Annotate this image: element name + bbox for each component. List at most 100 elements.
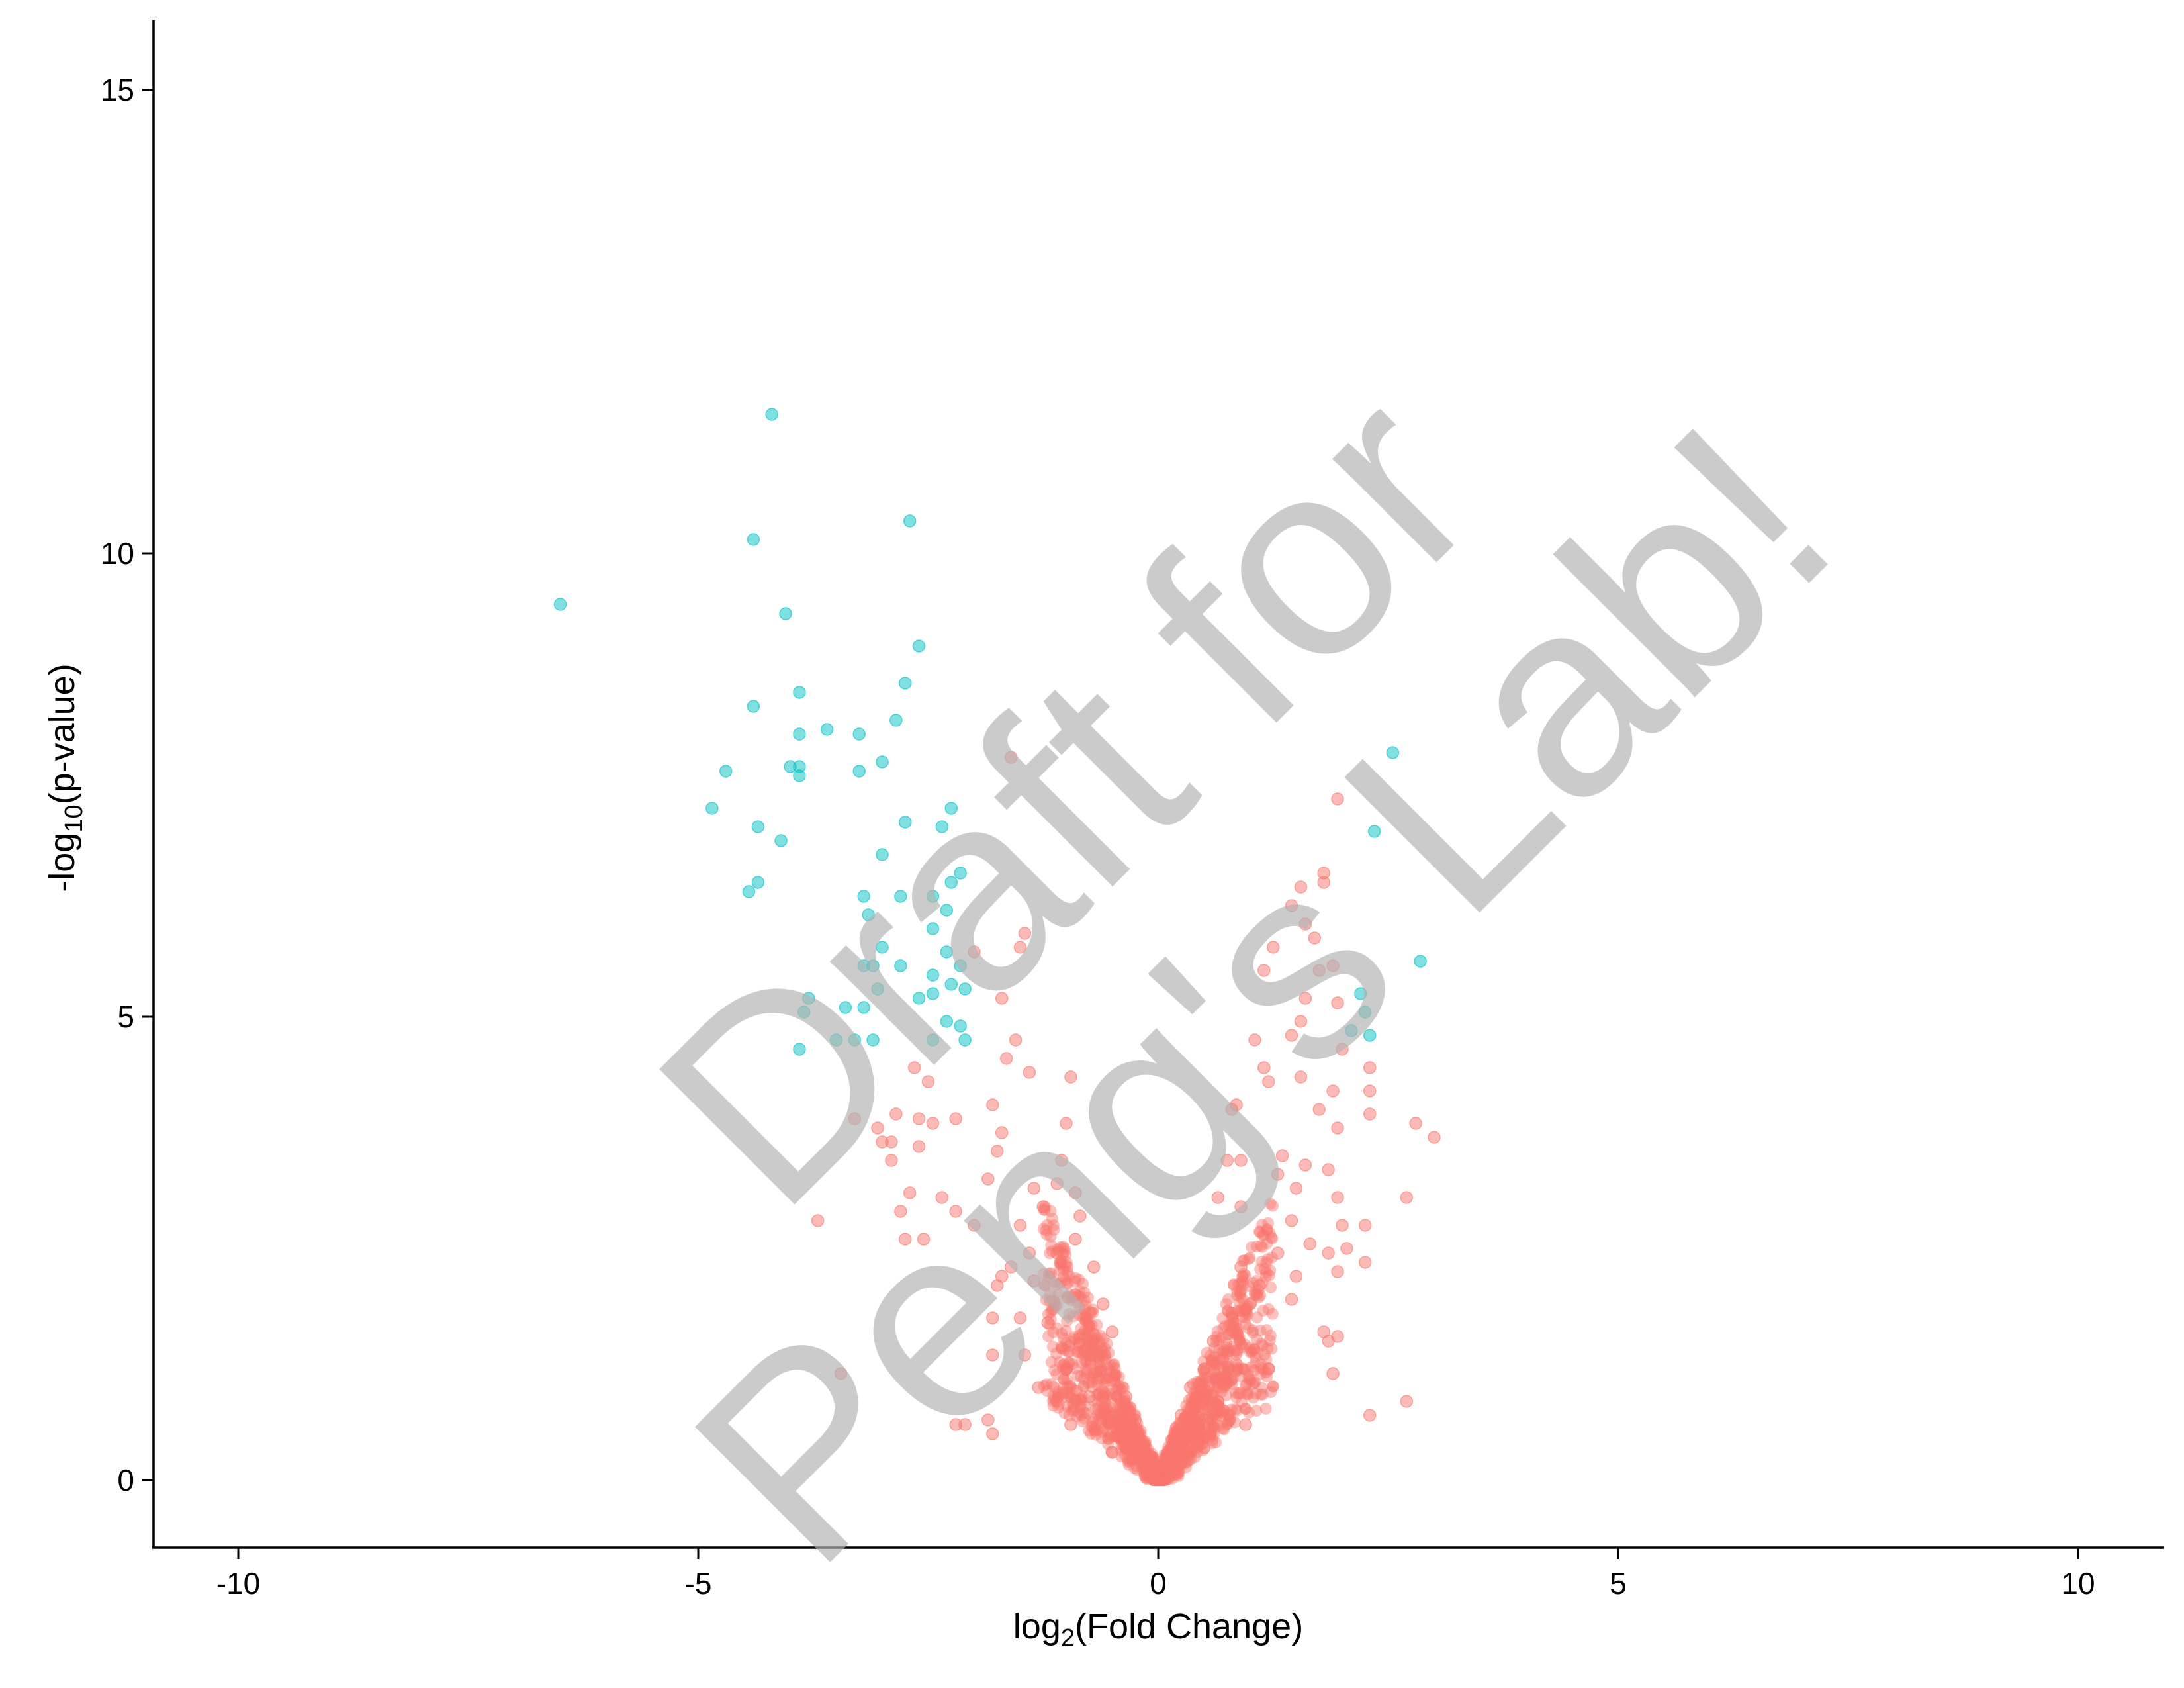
cloud-point bbox=[1184, 1453, 1197, 1466]
cloud-point bbox=[1208, 1421, 1221, 1434]
cloud-point bbox=[1166, 1472, 1179, 1485]
cloud-point bbox=[1163, 1457, 1176, 1470]
cloud-point bbox=[1091, 1403, 1104, 1415]
cloud-point bbox=[1232, 1362, 1244, 1374]
cloud-point bbox=[1188, 1403, 1201, 1415]
cloud-point bbox=[1099, 1348, 1112, 1361]
cloud-point bbox=[1205, 1406, 1217, 1419]
cloud-point bbox=[1144, 1456, 1156, 1468]
cloud-point bbox=[1242, 1368, 1255, 1381]
cloud-point bbox=[1128, 1432, 1141, 1444]
cloud-point bbox=[1153, 1473, 1165, 1485]
data-point bbox=[1013, 941, 1027, 954]
cloud-point bbox=[1240, 1269, 1252, 1282]
cloud-point bbox=[1153, 1469, 1165, 1481]
cloud-point bbox=[1083, 1336, 1095, 1349]
data-point bbox=[1409, 1117, 1422, 1130]
cloud-point bbox=[1227, 1278, 1240, 1291]
cloud-point bbox=[1075, 1323, 1087, 1335]
cloud-point bbox=[1168, 1432, 1181, 1445]
cloud-point bbox=[1042, 1308, 1054, 1321]
cloud-point bbox=[1216, 1407, 1228, 1419]
cloud-point bbox=[1141, 1461, 1154, 1474]
cloud-point bbox=[1163, 1465, 1175, 1477]
cloud-point bbox=[1081, 1365, 1093, 1378]
cloud-point bbox=[1195, 1384, 1207, 1397]
data-point bbox=[1262, 1362, 1275, 1376]
data-point bbox=[1331, 1191, 1344, 1204]
cloud-point bbox=[1165, 1434, 1177, 1446]
data-point bbox=[940, 1015, 954, 1028]
y-tick-label: 5 bbox=[117, 1000, 134, 1034]
cloud-point bbox=[1104, 1430, 1116, 1442]
cloud-point bbox=[1194, 1389, 1206, 1402]
cloud-point bbox=[1064, 1335, 1077, 1348]
data-point bbox=[1298, 1158, 1312, 1172]
cloud-point bbox=[1165, 1440, 1177, 1452]
cloud-point bbox=[1166, 1450, 1179, 1463]
cloud-point bbox=[1164, 1456, 1177, 1468]
cloud-point bbox=[1131, 1417, 1144, 1429]
cloud-point bbox=[1088, 1333, 1101, 1346]
cloud-point bbox=[1093, 1387, 1105, 1400]
cloud-point bbox=[1060, 1259, 1072, 1272]
cloud-point bbox=[1148, 1474, 1160, 1486]
cloud-point bbox=[1265, 1342, 1278, 1355]
cloud-point bbox=[1167, 1436, 1179, 1449]
cloud-point bbox=[1208, 1393, 1220, 1405]
data-point bbox=[876, 1135, 889, 1149]
data-point bbox=[1363, 1084, 1377, 1098]
data-point bbox=[1105, 1446, 1119, 1459]
cloud-point bbox=[1232, 1387, 1245, 1400]
cloud-point bbox=[1160, 1454, 1172, 1467]
cloud-point bbox=[1167, 1446, 1179, 1458]
cloud-point bbox=[1157, 1472, 1169, 1484]
cloud-point bbox=[1156, 1471, 1169, 1483]
cloud-point bbox=[1101, 1337, 1113, 1350]
data-point bbox=[968, 945, 981, 959]
cloud-point bbox=[1193, 1429, 1205, 1441]
cloud-point bbox=[1111, 1391, 1123, 1403]
cloud-point bbox=[1061, 1400, 1073, 1413]
cloud-point bbox=[1231, 1358, 1244, 1371]
cloud-point bbox=[1220, 1360, 1232, 1372]
cloud-point bbox=[1225, 1325, 1238, 1337]
cloud-point bbox=[1046, 1245, 1058, 1258]
cloud-point bbox=[1256, 1241, 1269, 1253]
data-point bbox=[866, 1033, 880, 1047]
cloud-point bbox=[1156, 1473, 1169, 1485]
cloud-point bbox=[1181, 1447, 1193, 1460]
data-point bbox=[1009, 1033, 1023, 1047]
cloud-point bbox=[1113, 1407, 1125, 1420]
data-point bbox=[912, 639, 926, 653]
cloud-point bbox=[1103, 1372, 1116, 1384]
cloud-point bbox=[1248, 1342, 1261, 1355]
cloud-point bbox=[1151, 1474, 1163, 1486]
cloud-point bbox=[1218, 1376, 1231, 1388]
cloud-point bbox=[1163, 1452, 1175, 1464]
cloud-point bbox=[1222, 1329, 1235, 1341]
cloud-point bbox=[1041, 1385, 1054, 1397]
cloud-point bbox=[1152, 1474, 1164, 1486]
cloud-point bbox=[1184, 1402, 1197, 1415]
cloud-point bbox=[1255, 1388, 1267, 1401]
cloud-point bbox=[1099, 1387, 1111, 1400]
cloud-point bbox=[1157, 1460, 1169, 1473]
cloud-point bbox=[1128, 1409, 1141, 1422]
cloud-point bbox=[1111, 1389, 1124, 1402]
cloud-point bbox=[1087, 1303, 1099, 1316]
cloud-point bbox=[1116, 1427, 1129, 1439]
cloud-point bbox=[1169, 1444, 1182, 1456]
cloud-point bbox=[1148, 1468, 1160, 1480]
cloud-point bbox=[1178, 1446, 1191, 1458]
cloud-point bbox=[1231, 1325, 1244, 1338]
cloud-point bbox=[1107, 1409, 1119, 1422]
cloud-point bbox=[1199, 1398, 1211, 1411]
cloud-point bbox=[1057, 1381, 1069, 1393]
cloud-point bbox=[1181, 1421, 1194, 1434]
cloud-point bbox=[1144, 1458, 1157, 1470]
cloud-point bbox=[1116, 1425, 1129, 1437]
cloud-point bbox=[1116, 1413, 1128, 1425]
cloud-point bbox=[1099, 1407, 1111, 1419]
cloud-point bbox=[1123, 1454, 1136, 1467]
